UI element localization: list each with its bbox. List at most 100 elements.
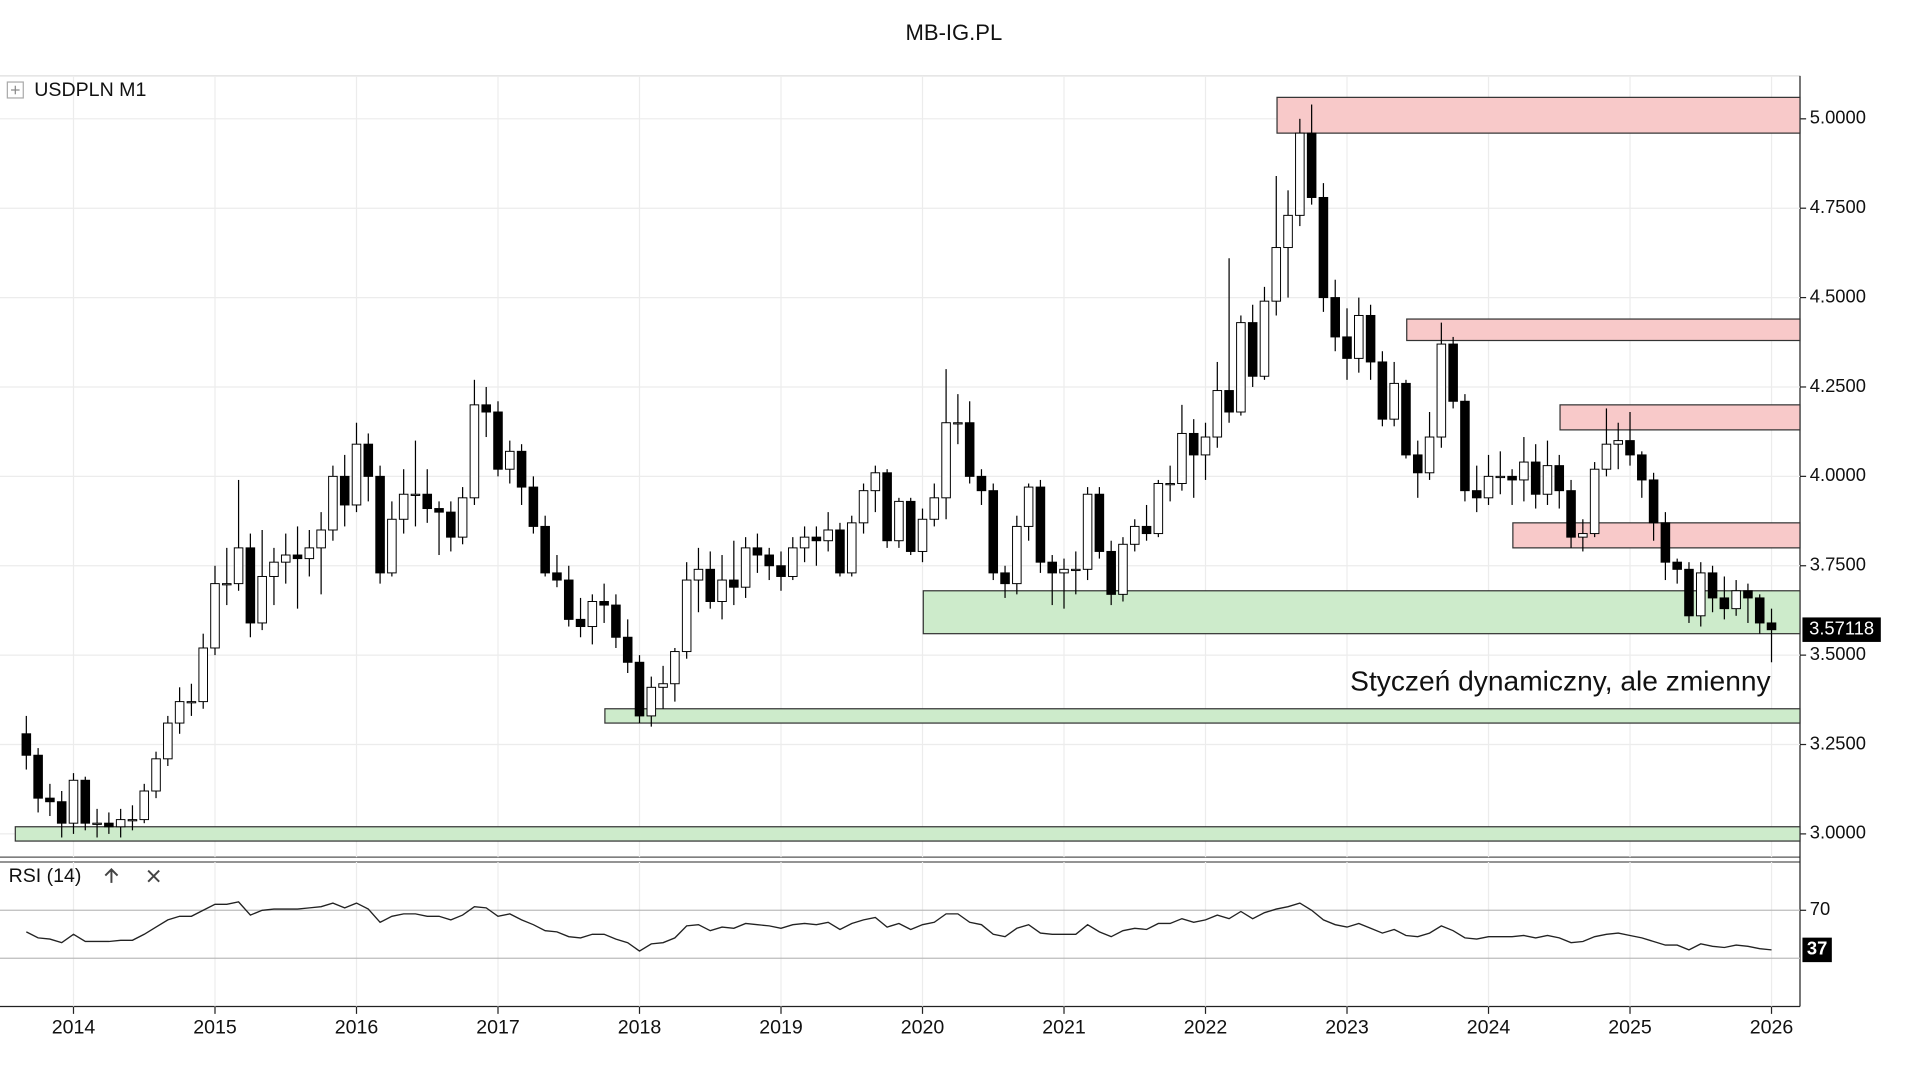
candle-body [1766, 622, 1777, 631]
price-label-box [1802, 617, 1881, 642]
candle-body [1236, 322, 1246, 413]
candle-body [1601, 443, 1612, 470]
candle-body [1554, 465, 1565, 492]
zone [1276, 96, 1801, 134]
candle-body [540, 525, 550, 574]
candle-body [434, 508, 444, 513]
y-tick-label: 3.2500 [1810, 732, 1866, 753]
annotation: Styczeń dynamiczny, ale zmienny [1350, 666, 1771, 697]
zone [604, 708, 1801, 724]
candle-body [1754, 597, 1765, 624]
candle-body [92, 822, 102, 825]
candle-body [1000, 572, 1010, 585]
x-tick-label: 2024 [1467, 1017, 1511, 1039]
candle-body [1200, 436, 1211, 456]
candle-body [611, 604, 621, 638]
candle-body [1177, 432, 1187, 485]
candle-body [894, 500, 904, 542]
move-up-icon[interactable] [104, 868, 119, 883]
candle-body [127, 819, 138, 822]
candle-body [634, 661, 645, 717]
x-tick-label: 2016 [335, 1017, 379, 1039]
candle-body [1460, 400, 1470, 492]
candle-body [493, 411, 503, 470]
candle-body [1047, 561, 1057, 574]
candle-body [1365, 314, 1376, 363]
rsi-title: RSI (14) [9, 865, 82, 887]
candle-body [717, 579, 727, 602]
candle-body [1530, 461, 1541, 495]
candle-body [964, 422, 975, 477]
candle-body [1719, 597, 1730, 610]
candle-body [1023, 486, 1034, 527]
candle-body [681, 579, 692, 653]
candle-body [752, 547, 763, 556]
chart-title: MB-IG.PL [906, 20, 1003, 45]
candle-body [1188, 432, 1199, 456]
candle-body [1401, 382, 1411, 456]
candle-body [1071, 568, 1081, 572]
x-tick-label: 2021 [1042, 1017, 1086, 1039]
candle-body [693, 568, 704, 581]
candle-body [304, 547, 315, 560]
candle-body [422, 493, 433, 510]
candle-body [764, 554, 774, 567]
candle-body [351, 443, 362, 506]
collapse-icon[interactable] [6, 81, 24, 99]
candle-body [1731, 590, 1741, 610]
candle-body [1542, 465, 1553, 495]
candle-body [1448, 343, 1458, 402]
candle-body [1436, 343, 1447, 438]
candle-body [870, 472, 881, 492]
candle-body [339, 475, 350, 506]
candle-body [1743, 590, 1753, 599]
y-tick-label: 4.0000 [1810, 464, 1866, 485]
x-tick-label: 2017 [476, 1017, 520, 1039]
candle-body [988, 490, 999, 574]
candle-body [245, 547, 256, 624]
candle-body [552, 572, 562, 581]
candle-body [1141, 525, 1152, 535]
candle-body [1059, 568, 1069, 574]
y-tick-label: 4.2500 [1810, 375, 1866, 396]
x-tick-label: 2015 [193, 1017, 237, 1039]
candle-body [80, 779, 91, 824]
candle-body [776, 565, 786, 577]
candle-body [316, 529, 326, 549]
candle-body [1082, 493, 1093, 570]
candle-body [1295, 132, 1305, 216]
candle-body [56, 801, 67, 824]
candle-body [1648, 479, 1659, 524]
candle-body [1342, 336, 1352, 359]
candle-body [599, 601, 609, 606]
plot-frame [0, 75, 1801, 1008]
zone [14, 826, 1801, 842]
y-tick-label: 4.7500 [1810, 196, 1866, 217]
candle-body [469, 404, 480, 499]
y-tick-label: 3.5000 [1810, 643, 1866, 664]
candle-body [799, 536, 810, 549]
candle-body [1495, 475, 1506, 479]
x-tick-label: 2020 [901, 1017, 945, 1039]
zone [1559, 404, 1801, 431]
close-icon[interactable] [147, 869, 160, 883]
candle-body [1118, 543, 1128, 595]
candle-body [1318, 196, 1329, 299]
candle-body [1271, 247, 1282, 302]
candle-body [446, 511, 456, 538]
candle-body [280, 554, 291, 563]
candle-body [375, 475, 385, 574]
candle-body [705, 568, 716, 602]
candle-body [1695, 572, 1706, 617]
candle-body [1507, 475, 1517, 481]
candle-body [481, 404, 491, 413]
candle-body [1094, 493, 1105, 552]
candle-body [846, 522, 857, 574]
candle-body [858, 490, 869, 524]
candle-body [115, 819, 126, 828]
y-tick-label: 5.0000 [1810, 107, 1866, 128]
candle-body [917, 518, 928, 552]
x-tick-label: 2014 [52, 1017, 96, 1039]
candle-body [1354, 314, 1364, 359]
candle-body [670, 651, 680, 685]
